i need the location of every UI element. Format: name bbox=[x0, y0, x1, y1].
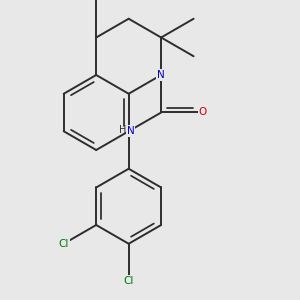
Text: O: O bbox=[198, 107, 207, 118]
Text: Cl: Cl bbox=[58, 239, 69, 249]
Text: N: N bbox=[157, 70, 165, 80]
Text: H: H bbox=[119, 125, 127, 135]
Text: N: N bbox=[127, 126, 134, 136]
Text: Cl: Cl bbox=[124, 276, 134, 286]
